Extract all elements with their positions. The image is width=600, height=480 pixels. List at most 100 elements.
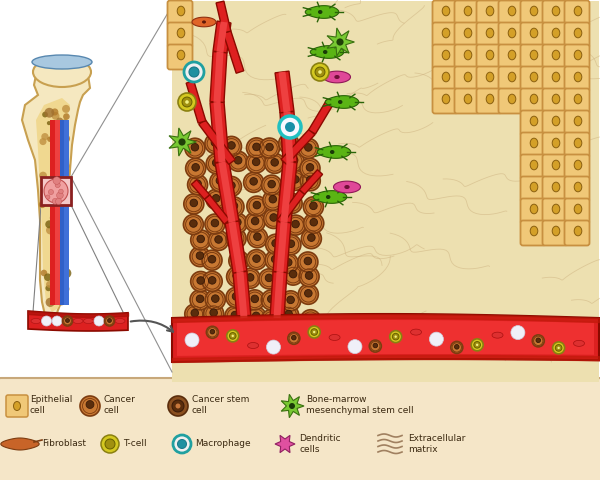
Polygon shape xyxy=(334,181,361,193)
Ellipse shape xyxy=(508,6,516,16)
Ellipse shape xyxy=(552,72,560,82)
Circle shape xyxy=(282,193,302,214)
Polygon shape xyxy=(280,111,297,162)
Circle shape xyxy=(245,212,265,232)
Circle shape xyxy=(64,142,67,146)
Circle shape xyxy=(263,208,284,228)
Circle shape xyxy=(244,172,263,192)
Circle shape xyxy=(373,343,377,348)
Circle shape xyxy=(182,97,192,107)
Ellipse shape xyxy=(574,116,582,126)
Circle shape xyxy=(306,164,314,171)
Circle shape xyxy=(298,284,319,304)
Circle shape xyxy=(47,121,51,125)
Circle shape xyxy=(300,158,320,179)
Ellipse shape xyxy=(492,332,503,338)
Polygon shape xyxy=(199,120,235,164)
Circle shape xyxy=(210,171,230,192)
Ellipse shape xyxy=(486,6,494,16)
Circle shape xyxy=(430,332,443,346)
Polygon shape xyxy=(310,46,344,59)
FancyBboxPatch shape xyxy=(521,88,545,113)
Ellipse shape xyxy=(574,160,582,170)
FancyBboxPatch shape xyxy=(41,177,71,205)
Polygon shape xyxy=(59,120,65,305)
Circle shape xyxy=(212,295,219,302)
Ellipse shape xyxy=(330,150,334,154)
Ellipse shape xyxy=(530,116,538,126)
Ellipse shape xyxy=(530,6,538,16)
Polygon shape xyxy=(186,81,206,123)
Circle shape xyxy=(107,319,112,323)
Circle shape xyxy=(61,120,69,128)
Circle shape xyxy=(266,340,280,354)
Circle shape xyxy=(245,290,265,310)
Circle shape xyxy=(212,194,220,202)
Circle shape xyxy=(246,153,266,173)
Circle shape xyxy=(44,179,68,203)
Polygon shape xyxy=(210,51,227,102)
FancyBboxPatch shape xyxy=(521,199,545,224)
Ellipse shape xyxy=(464,72,472,82)
Circle shape xyxy=(56,155,65,165)
Polygon shape xyxy=(277,222,287,272)
Text: Extracellular
matrix: Extracellular matrix xyxy=(408,434,466,454)
Circle shape xyxy=(61,134,70,143)
Circle shape xyxy=(80,396,100,416)
Circle shape xyxy=(287,296,295,304)
Polygon shape xyxy=(55,120,59,305)
Circle shape xyxy=(172,400,184,412)
Circle shape xyxy=(233,272,241,279)
Circle shape xyxy=(52,219,58,225)
FancyBboxPatch shape xyxy=(455,67,479,92)
Circle shape xyxy=(305,144,312,151)
Circle shape xyxy=(46,195,50,199)
Circle shape xyxy=(292,176,299,183)
Circle shape xyxy=(55,182,60,188)
Ellipse shape xyxy=(552,138,560,148)
Ellipse shape xyxy=(530,182,538,192)
Polygon shape xyxy=(274,272,283,318)
Circle shape xyxy=(247,274,254,281)
Polygon shape xyxy=(281,394,304,418)
Polygon shape xyxy=(225,221,247,273)
Circle shape xyxy=(184,215,203,235)
Polygon shape xyxy=(275,71,294,113)
Ellipse shape xyxy=(31,319,41,324)
Ellipse shape xyxy=(552,50,560,60)
Ellipse shape xyxy=(177,28,185,38)
Ellipse shape xyxy=(530,50,538,60)
FancyBboxPatch shape xyxy=(499,23,523,48)
Circle shape xyxy=(278,253,298,273)
FancyBboxPatch shape xyxy=(521,220,545,245)
Circle shape xyxy=(52,143,62,152)
Circle shape xyxy=(229,333,236,339)
Circle shape xyxy=(337,38,344,46)
Ellipse shape xyxy=(177,50,185,60)
Polygon shape xyxy=(191,180,209,199)
Circle shape xyxy=(281,291,301,311)
Circle shape xyxy=(211,139,219,146)
Circle shape xyxy=(451,341,463,353)
FancyBboxPatch shape xyxy=(565,155,589,180)
Polygon shape xyxy=(210,101,229,163)
Circle shape xyxy=(192,164,199,171)
Circle shape xyxy=(232,234,240,241)
Circle shape xyxy=(285,122,295,132)
Circle shape xyxy=(196,252,204,259)
Ellipse shape xyxy=(334,75,340,79)
FancyBboxPatch shape xyxy=(542,0,568,25)
FancyBboxPatch shape xyxy=(565,199,589,224)
Circle shape xyxy=(41,133,49,140)
Circle shape xyxy=(46,285,52,291)
Circle shape xyxy=(557,347,560,349)
Circle shape xyxy=(307,176,314,184)
Circle shape xyxy=(178,440,187,448)
Circle shape xyxy=(61,285,70,293)
Ellipse shape xyxy=(464,50,472,60)
Circle shape xyxy=(269,195,277,203)
Polygon shape xyxy=(305,6,339,18)
Circle shape xyxy=(55,128,62,134)
Ellipse shape xyxy=(486,50,494,60)
Circle shape xyxy=(308,326,320,338)
